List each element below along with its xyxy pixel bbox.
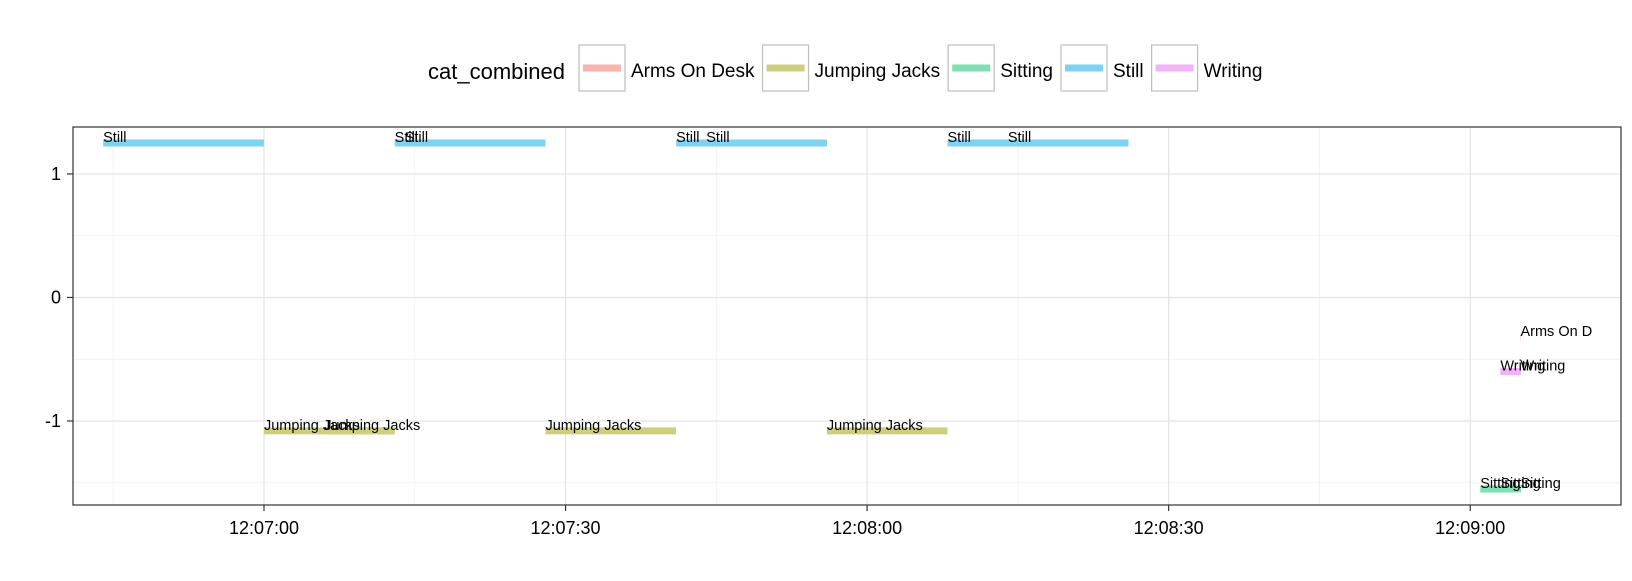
segment-label: Writing — [1520, 359, 1565, 375]
legend-entry-label: Still — [1113, 61, 1144, 82]
legend-entry-label: Sitting — [1000, 61, 1053, 82]
segment-label: Sitting — [1480, 476, 1520, 492]
segment-label: Still — [948, 130, 971, 146]
segment-label: Still — [395, 130, 418, 146]
legend-entry-label: Arms On Desk — [631, 61, 755, 82]
segment-label: Still — [706, 130, 729, 146]
legend-entry-label: Jumping Jacks — [815, 61, 941, 82]
x-axis-tick-label: 12:08:00 — [832, 518, 902, 538]
x-axis-tick-label: 12:07:30 — [531, 518, 601, 538]
gridlines — [73, 127, 1622, 505]
segment-label: Still — [405, 130, 428, 146]
y-axis-tick-label: -1 — [45, 411, 61, 431]
plot-border — [72, 126, 1622, 506]
segment-label: Still — [1008, 130, 1031, 146]
segment-label: Still — [676, 130, 699, 146]
legend-entry-label: Writing — [1204, 61, 1263, 82]
segment-label: Arms On D — [1520, 324, 1592, 340]
x-axis-tick-label: 12:09:00 — [1435, 518, 1505, 538]
plot-panel — [73, 127, 1621, 505]
axes: 1 0 -1 12:07:00 12:07:30 12:08:00 12:08:30 12:0… — [45, 164, 1505, 538]
legend-title: cat_combined — [428, 59, 565, 84]
y-axis-tick-label: 0 — [51, 287, 61, 307]
segment-label: Jumping Jacks — [827, 418, 923, 434]
legend: cat_combined Arms On Desk Jumping Jacks Si… — [428, 44, 1263, 92]
segment-label: Sitting — [1520, 476, 1560, 492]
x-axis-tick-label: 12:07:00 — [229, 518, 299, 538]
segment-label: Sitting — [1500, 476, 1540, 492]
segment-label: Jumping Jacks — [545, 418, 641, 434]
segments — [103, 139, 1521, 493]
segment-label: Still — [103, 130, 126, 146]
segment-label: Writing — [1500, 359, 1545, 375]
x-axis-tick-label: 12:08:30 — [1134, 518, 1204, 538]
y-axis-tick-label: 1 — [51, 164, 61, 184]
segment-label: Jumping Jacks — [324, 418, 420, 434]
segment-label: Jumping Jacks — [264, 418, 360, 434]
